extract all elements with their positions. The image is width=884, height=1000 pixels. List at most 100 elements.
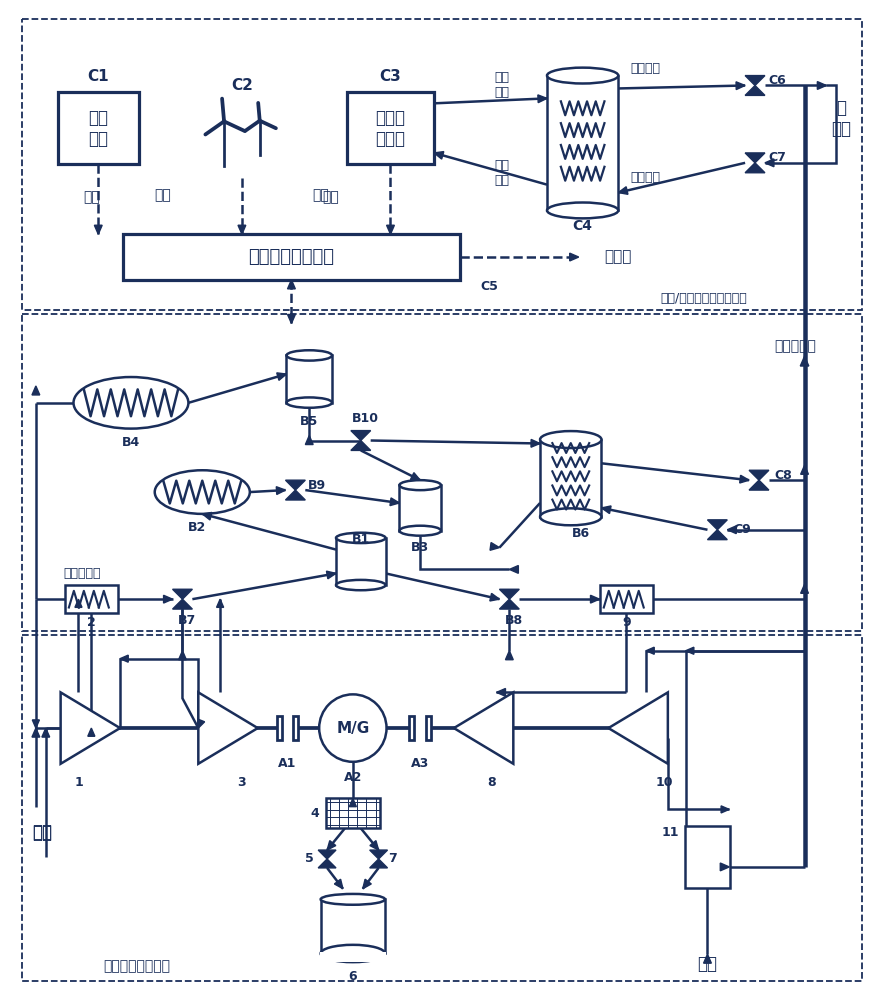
Ellipse shape [400, 526, 441, 536]
Text: 电负荷: 电负荷 [605, 250, 632, 265]
Bar [293, 716, 299, 740]
Polygon shape [164, 595, 172, 603]
Polygon shape [410, 473, 420, 480]
Polygon shape [370, 841, 378, 850]
Text: 热电联
供机组: 热电联 供机组 [376, 109, 406, 148]
Polygon shape [75, 599, 82, 607]
Polygon shape [686, 647, 694, 654]
Text: 8: 8 [487, 776, 496, 789]
Ellipse shape [547, 203, 618, 218]
Polygon shape [707, 530, 728, 540]
Polygon shape [506, 651, 514, 660]
Bar [57, 92, 139, 164]
Text: 空気: 空気 [32, 823, 52, 841]
Bar [547, 76, 618, 210]
Polygon shape [818, 82, 827, 89]
Text: C3: C3 [379, 69, 401, 84]
Text: B2: B2 [188, 521, 207, 534]
Text: C5: C5 [481, 280, 499, 293]
Circle shape [319, 694, 386, 762]
Bar [347, 92, 434, 164]
Bar [336, 538, 385, 585]
Text: B7: B7 [179, 614, 196, 627]
Text: A1: A1 [278, 757, 297, 770]
Polygon shape [608, 692, 667, 764]
Polygon shape [740, 475, 749, 483]
Text: 电蓄热模块: 电蓄热模块 [64, 567, 101, 580]
Polygon shape [509, 566, 518, 573]
Polygon shape [217, 599, 224, 607]
Text: 电能: 电能 [323, 191, 339, 205]
Text: C2: C2 [231, 78, 253, 93]
Polygon shape [721, 806, 729, 813]
Text: C4: C4 [573, 219, 592, 233]
Polygon shape [720, 863, 729, 871]
Text: 3: 3 [238, 776, 247, 789]
Polygon shape [362, 879, 371, 889]
Bar [685, 826, 730, 888]
Bar [409, 716, 415, 740]
Polygon shape [736, 82, 745, 90]
Polygon shape [286, 480, 305, 490]
Polygon shape [326, 571, 336, 579]
Text: M/G: M/G [336, 721, 370, 736]
Text: 1: 1 [74, 776, 83, 789]
Text: B5: B5 [301, 415, 318, 428]
Bar [22, 314, 862, 631]
Text: 6: 6 [348, 970, 357, 983]
Text: 排气: 排气 [697, 955, 718, 973]
Bar [320, 952, 386, 962]
Text: B1: B1 [352, 533, 370, 546]
Polygon shape [334, 879, 343, 889]
Polygon shape [434, 152, 444, 159]
Polygon shape [618, 187, 628, 194]
Text: C6: C6 [768, 74, 786, 87]
Ellipse shape [336, 580, 385, 590]
Text: A3: A3 [411, 757, 430, 770]
Text: B6: B6 [572, 527, 590, 540]
Text: 供热回水: 供热回水 [630, 171, 660, 184]
Text: 压缩空气储能模块: 压缩空气储能模块 [103, 959, 171, 973]
Text: 供热给水: 供热给水 [630, 62, 660, 75]
Ellipse shape [286, 397, 332, 408]
Polygon shape [386, 225, 394, 234]
Polygon shape [490, 593, 499, 601]
Text: B4: B4 [122, 436, 140, 449]
Polygon shape [591, 595, 599, 603]
Text: B8: B8 [506, 614, 523, 627]
Circle shape [258, 119, 262, 122]
Text: 智能调度控制系统: 智能调度控制系统 [248, 248, 334, 266]
Text: 电能: 电能 [155, 189, 171, 203]
Polygon shape [537, 95, 547, 103]
Text: C8: C8 [775, 469, 793, 482]
Polygon shape [287, 314, 295, 323]
Bar [400, 485, 441, 531]
Polygon shape [286, 490, 305, 500]
Polygon shape [33, 720, 40, 728]
Polygon shape [120, 655, 128, 662]
Ellipse shape [73, 377, 188, 429]
Circle shape [222, 119, 226, 124]
Bar [277, 716, 281, 740]
Polygon shape [179, 651, 187, 660]
Ellipse shape [400, 480, 441, 490]
Polygon shape [287, 280, 295, 289]
Text: 4: 4 [311, 807, 320, 820]
Text: 10: 10 [655, 776, 673, 789]
Text: 抽汽
进口: 抽汽 进口 [494, 159, 509, 187]
Polygon shape [490, 543, 499, 550]
Polygon shape [370, 859, 387, 868]
Bar [426, 716, 431, 740]
Polygon shape [497, 688, 506, 696]
Text: 抽汽
出口: 抽汽 出口 [494, 71, 509, 99]
Polygon shape [202, 512, 212, 520]
Polygon shape [42, 728, 50, 737]
Text: C1: C1 [88, 69, 109, 84]
Ellipse shape [336, 533, 385, 543]
Polygon shape [749, 470, 769, 480]
Bar [123, 234, 460, 280]
Polygon shape [745, 76, 765, 85]
Text: B10: B10 [352, 412, 379, 425]
Polygon shape [728, 526, 736, 534]
Polygon shape [704, 954, 712, 963]
